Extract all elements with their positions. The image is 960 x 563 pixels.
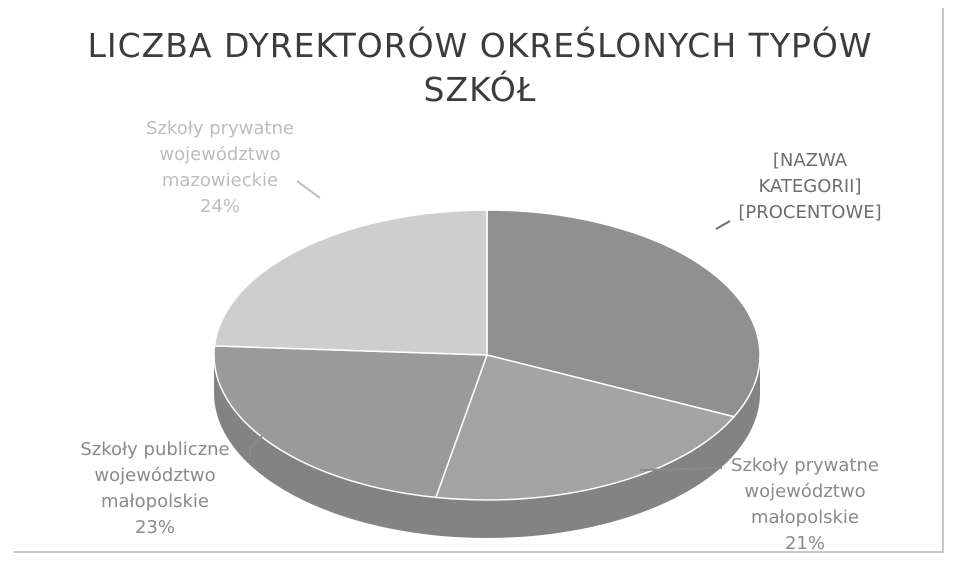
chart-title-line-1: LICZBA DYREKTORÓW OKREŚLONYCH TYPÓW bbox=[87, 26, 873, 65]
slice-label-private-malopolskie: Szkoły prywatne województwo małopolskie … bbox=[700, 453, 910, 557]
slice-label-line: 21% bbox=[784, 533, 825, 554]
slice-label-line: Szkoły publiczne bbox=[80, 439, 230, 460]
slice-label-line: [NAZWA bbox=[772, 150, 848, 171]
chart-title: LICZBA DYREKTORÓW OKREŚLONYCH TYPÓW SZKÓ… bbox=[0, 24, 960, 112]
slice-label-category-placeholder: [NAZWA KATEGORII] [PROCENTOWE] bbox=[700, 148, 920, 226]
slice-label-line: mazowieckie bbox=[161, 170, 279, 191]
pie-slice-1 bbox=[486, 209, 761, 418]
slice-label-line: 24% bbox=[199, 196, 240, 217]
slice-label-line: Szkoły prywatne bbox=[731, 455, 879, 476]
slice-label-private-mazowieckie: Szkoły prywatne województwo mazowieckie … bbox=[115, 116, 325, 220]
slice-label-line: Szkoły prywatne bbox=[146, 118, 294, 139]
leader-line-2 bbox=[639, 467, 723, 471]
chart-frame bbox=[14, 8, 944, 553]
slice-label-line: KATEGORII] bbox=[758, 176, 862, 197]
slice-label-line: [PROCENTOWE] bbox=[738, 202, 882, 223]
leader-line-3 bbox=[249, 435, 263, 457]
leader-line-1 bbox=[715, 220, 731, 230]
slice-label-line: małopolskie bbox=[100, 491, 209, 512]
pie-slice-3 bbox=[213, 345, 489, 499]
pie-slice-2 bbox=[434, 354, 736, 501]
slice-label-public-malopolskie: Szkoły publiczne województwo małopolskie… bbox=[50, 437, 260, 541]
chart-title-line-2: SZKÓŁ bbox=[423, 70, 537, 109]
leader-line-4 bbox=[296, 180, 321, 199]
slice-label-line: województwo bbox=[94, 465, 216, 486]
slice-label-line: województwo bbox=[744, 481, 866, 502]
slice-label-line: województwo bbox=[159, 144, 281, 165]
pie-slice-4 bbox=[213, 209, 488, 356]
slice-label-line: małopolskie bbox=[750, 507, 859, 528]
slice-label-line: 23% bbox=[134, 517, 175, 538]
pie-side-wall bbox=[214, 355, 760, 538]
